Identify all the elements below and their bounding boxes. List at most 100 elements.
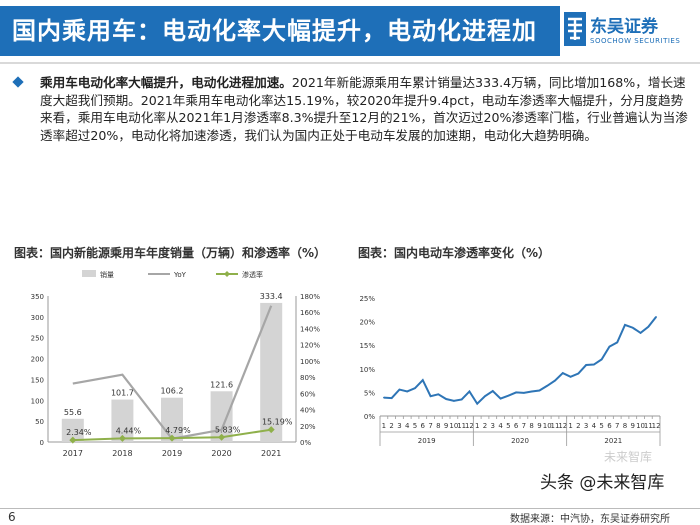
- right-tick-label: 0%: [300, 439, 311, 447]
- trend-point: [476, 402, 479, 405]
- left-tick-label: 200: [31, 356, 44, 364]
- trend-point: [546, 384, 549, 387]
- trend-point: [608, 345, 611, 348]
- sales-bar-label: 55.6: [64, 408, 82, 417]
- trend-point: [523, 392, 525, 394]
- company-logo: 东吴证券 SOOCHOW SECURITIES: [564, 10, 696, 54]
- trend-point: [398, 388, 401, 391]
- x-month-label: 10: [543, 422, 552, 430]
- x-category-label: 2018: [112, 449, 132, 458]
- x-category-label: 2019: [162, 449, 182, 458]
- x-month-label: 5: [599, 422, 603, 430]
- y-tick-label: 10%: [359, 366, 375, 374]
- legend-yoy-label: YoY: [173, 271, 187, 279]
- x-year-label: 2019: [418, 437, 436, 445]
- right-tick-label: 180%: [300, 293, 320, 301]
- sales-bar: [260, 302, 283, 442]
- trend-point: [538, 389, 541, 392]
- x-category-label: 2017: [63, 449, 83, 458]
- trend-point: [639, 332, 642, 334]
- trend-point: [530, 390, 533, 393]
- watermark-faint: 未来智库: [604, 450, 653, 464]
- legend-penetration-label: 渗透率: [242, 270, 263, 279]
- legend-penetration-marker: [224, 271, 230, 277]
- trend-point: [577, 372, 580, 375]
- right-tick-label: 60%: [300, 390, 316, 398]
- trend-point: [631, 326, 634, 329]
- x-category-label: 2020: [211, 449, 231, 458]
- x-month-label: 12: [558, 422, 567, 430]
- x-month-label: 1: [382, 422, 386, 430]
- left-tick-label: 100: [31, 397, 44, 405]
- x-month-label: 10: [449, 422, 458, 430]
- x-month-label: 12: [652, 422, 661, 430]
- penetration-marker: [118, 434, 126, 442]
- right-tick-label: 40%: [300, 407, 316, 415]
- x-month-label: 8: [623, 422, 627, 430]
- y-tick-label: 5%: [364, 389, 375, 397]
- trend-point: [624, 324, 626, 326]
- sales-bar: [61, 418, 84, 442]
- penetration-trend-line: [383, 316, 657, 406]
- data-source: 数据来源：中汽协，东吴证券研究所: [510, 514, 670, 525]
- penetration-label: 5.83%: [215, 425, 241, 434]
- x-month-label: 9: [537, 422, 541, 430]
- left-tick-label: 0: [40, 439, 44, 447]
- trend-point: [554, 379, 556, 382]
- right-tick-label: 160%: [300, 309, 320, 317]
- summary-paragraph: 乘用车电动化率大幅提升，电动化进程加速。2021年新能源乘用车累计销量达333.…: [40, 74, 690, 144]
- x-month-label: 6: [607, 422, 612, 430]
- x-month-label: 3: [491, 422, 495, 430]
- x-month-label: 9: [631, 422, 635, 430]
- trend-point: [585, 364, 587, 366]
- x-month-label: 6: [421, 422, 426, 430]
- penetration-label: 4.79%: [165, 426, 191, 435]
- x-month-label: 11: [644, 422, 653, 430]
- page-title: 国内乘用车：电动化率大幅提升，电动化进程加速: [0, 6, 560, 95]
- trend-point: [390, 397, 393, 399]
- logo-mark-icon: [564, 12, 586, 46]
- logo-chinese-name: 东吴证券: [590, 17, 658, 37]
- summary-text: 2021年新能源乘用车累计销量达333.4万辆，同比增加168%，增长速度大超我…: [40, 75, 688, 143]
- y-tick-label: 25%: [359, 295, 375, 303]
- sales-bar: [210, 391, 233, 442]
- x-month-label: 12: [465, 422, 474, 430]
- left-tick-label: 50: [35, 418, 44, 426]
- sales-bar-label: 121.6: [210, 380, 233, 389]
- trend-point: [383, 396, 385, 399]
- page-number: 6: [8, 510, 16, 524]
- y-tick-label: 20%: [359, 319, 375, 327]
- x-month-label: 7: [428, 422, 432, 430]
- trend-point: [655, 316, 657, 318]
- left-tick-label: 350: [31, 293, 44, 301]
- trend-point: [421, 379, 424, 381]
- sales-bar-label: 106.2: [161, 387, 184, 396]
- right-tick-label: 20%: [300, 423, 316, 431]
- x-year-label: 2020: [511, 437, 529, 445]
- footer-divider: [0, 508, 700, 509]
- trend-point: [569, 376, 572, 378]
- x-month-label: 4: [498, 422, 503, 430]
- right-tick-label: 120%: [300, 342, 320, 350]
- trend-point: [429, 395, 432, 397]
- x-month-label: 6: [514, 422, 519, 430]
- trend-point: [600, 358, 603, 361]
- y-tick-label: 0%: [364, 413, 375, 421]
- trend-point: [507, 394, 510, 397]
- x-month-label: 1: [475, 422, 479, 430]
- trend-point: [484, 395, 486, 397]
- trend-point: [491, 390, 494, 392]
- header-divider: [0, 62, 700, 64]
- trend-point: [468, 390, 471, 393]
- legend-sales-swatch: [82, 270, 96, 277]
- trend-point: [647, 325, 650, 328]
- sales-penetration-chart: 0 50 100 150 200 250 300 350 0% 20% 40% 60% 80% 100% 1…: [31, 270, 320, 458]
- trend-point: [453, 400, 455, 402]
- x-month-label: 4: [592, 422, 597, 430]
- x-month-label: 2: [483, 422, 487, 430]
- left-chart-caption: 图表：国内新能源乘用车年度销量（万辆）和渗透率（%）: [14, 246, 327, 260]
- trend-point: [499, 397, 502, 400]
- trend-point: [561, 372, 564, 374]
- x-month-label: 8: [529, 422, 533, 430]
- x-month-label: 5: [413, 422, 417, 430]
